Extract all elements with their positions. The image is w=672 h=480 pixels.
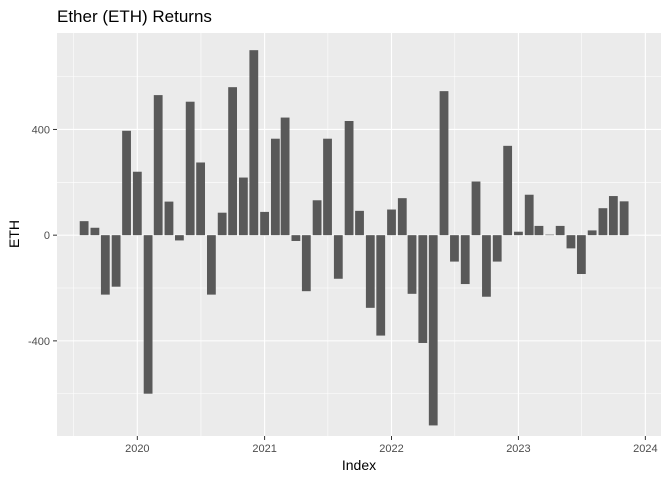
bar	[428, 235, 438, 426]
bar	[270, 138, 280, 236]
bar	[555, 225, 565, 236]
bar	[174, 235, 184, 241]
bar	[228, 87, 238, 236]
bar	[90, 227, 100, 236]
bar	[418, 235, 428, 343]
bar	[376, 235, 386, 336]
bar	[397, 198, 407, 236]
bar	[344, 120, 354, 236]
bar	[482, 235, 491, 297]
bar	[323, 138, 332, 236]
bar	[514, 231, 523, 236]
bar	[260, 211, 269, 236]
bar	[122, 130, 131, 236]
bar	[217, 212, 227, 236]
bars	[79, 50, 639, 426]
bar	[312, 200, 322, 236]
x-tick-label: 2022	[379, 443, 403, 455]
bar	[143, 235, 153, 394]
bar	[365, 235, 375, 308]
bar	[153, 95, 163, 236]
bar	[407, 235, 417, 294]
bar	[301, 235, 311, 292]
bar	[439, 91, 449, 236]
x-tick-label: 2024	[633, 443, 657, 455]
bar	[387, 209, 396, 236]
bar	[249, 50, 259, 236]
bar	[598, 208, 608, 236]
bar	[355, 210, 364, 236]
x-axis: 2020 2021 2022 2023 2024	[125, 436, 658, 455]
x-tick-label: 2023	[506, 443, 530, 455]
bar	[619, 201, 629, 236]
bar	[503, 145, 513, 236]
x-tick-label: 2020	[125, 443, 149, 455]
y-tick-label: 0	[44, 230, 50, 242]
bar	[238, 177, 248, 236]
bar	[185, 101, 195, 236]
bar	[534, 225, 544, 236]
bar	[492, 235, 502, 262]
bar	[111, 235, 121, 287]
bar	[524, 194, 534, 236]
bar	[132, 171, 142, 236]
bar	[196, 162, 206, 236]
bar	[206, 235, 216, 295]
bar	[545, 234, 555, 236]
bar	[608, 196, 618, 236]
y-axis-title: ETH	[6, 220, 22, 248]
bar	[333, 235, 343, 279]
bar	[566, 235, 576, 249]
y-tick-label: 400	[32, 124, 50, 136]
y-axis: -400 0 400	[28, 124, 57, 348]
chart-title: Ether (ETH) Returns	[57, 7, 212, 26]
bar	[587, 230, 597, 236]
bar	[576, 235, 586, 275]
y-tick-label: -400	[28, 336, 50, 348]
bar	[164, 201, 174, 236]
bar	[291, 235, 301, 241]
bar	[100, 235, 110, 295]
x-tick-label: 2021	[252, 443, 276, 455]
bar	[79, 221, 89, 236]
bar	[450, 235, 459, 262]
bar	[460, 235, 470, 285]
bar	[471, 181, 481, 236]
bar	[280, 117, 290, 236]
x-axis-title: Index	[342, 457, 376, 473]
